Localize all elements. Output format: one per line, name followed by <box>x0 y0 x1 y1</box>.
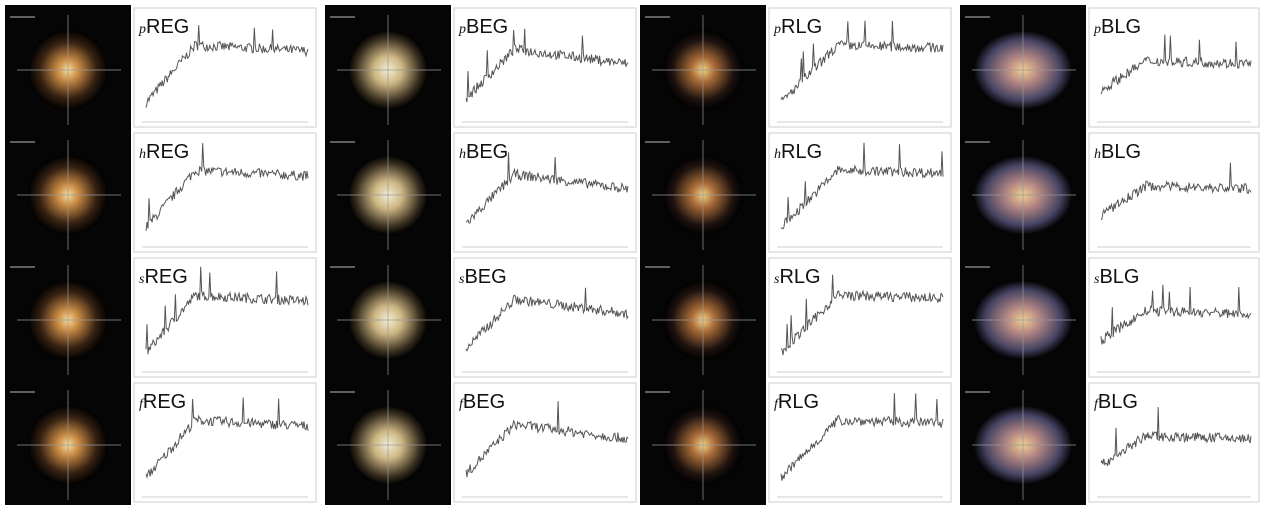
panel-prefix: f <box>139 397 145 412</box>
panel-class: REG <box>146 141 189 163</box>
spectrum <box>1100 162 1252 221</box>
spectrum-panel <box>1088 132 1260 253</box>
panel-label: sRLG <box>774 266 821 288</box>
panel-class: REG <box>143 391 186 413</box>
panel-prefix: p <box>138 22 146 37</box>
panel-class: REG <box>146 16 189 38</box>
panel-class: REG <box>144 266 187 288</box>
spectrum-panel <box>768 257 952 378</box>
spectrum <box>465 28 629 103</box>
spectrum <box>780 393 944 481</box>
spectrum-panel <box>1088 7 1260 128</box>
spectrum-panel <box>453 382 637 503</box>
panel-prefix: s <box>459 272 465 287</box>
panel-prefix: f <box>1094 397 1100 412</box>
spectrum <box>465 287 629 352</box>
spectrum-panel <box>453 132 637 253</box>
panel-label: fRLG <box>774 391 819 413</box>
spectrum <box>780 142 944 230</box>
panel-label: fBEG <box>459 391 505 413</box>
panel-label: sREG <box>139 266 188 288</box>
spectrum-panel <box>453 257 637 378</box>
panel-prefix: s <box>139 272 145 287</box>
panel-class: BEG <box>466 141 508 163</box>
panel-prefix: s <box>1094 272 1100 287</box>
panel-label: sBLG <box>1094 266 1139 288</box>
panel-class: RLG <box>781 141 822 163</box>
panel-prefix: h <box>139 147 146 162</box>
panel-class: RLG <box>781 16 822 38</box>
spectrum <box>1100 284 1252 345</box>
spectrum <box>145 25 309 108</box>
panel-label: pBEG <box>458 16 508 38</box>
panel-label: pRLG <box>773 16 822 38</box>
panel-prefix: h <box>459 147 466 162</box>
spectrum-panel <box>1088 257 1260 378</box>
panel-prefix: p <box>1093 22 1101 37</box>
panel-class: RLG <box>778 391 819 413</box>
spectrum <box>1100 407 1252 467</box>
spectrum <box>145 143 309 231</box>
panel-class: BEG <box>464 266 506 288</box>
spectrum-panel <box>768 382 952 503</box>
panel-prefix: p <box>458 22 466 37</box>
panel-prefix: f <box>459 397 465 412</box>
spectrum <box>145 397 309 479</box>
panel-class: BLG <box>1098 391 1138 413</box>
panel-label: pREG <box>138 16 189 38</box>
panel-prefix: s <box>774 272 780 287</box>
panel-label: hBLG <box>1094 141 1141 163</box>
panel-class: BLG <box>1101 16 1141 38</box>
spectrum-panel <box>133 382 317 503</box>
panel-prefix: h <box>774 147 781 162</box>
spectrum <box>780 274 944 356</box>
panel-label: hREG <box>139 141 189 163</box>
panel-label: hBEG <box>459 141 508 163</box>
spectrum-panel <box>133 132 317 253</box>
panel-class: BLG <box>1101 141 1141 163</box>
spectrum <box>1100 34 1252 95</box>
panel-label: hRLG <box>774 141 822 163</box>
panel-label: sBEG <box>459 266 507 288</box>
spectrum <box>780 20 944 101</box>
panel-prefix: f <box>774 397 780 412</box>
panel-class: BEG <box>466 16 508 38</box>
spectrum <box>465 401 629 478</box>
spectrum <box>145 266 309 355</box>
spectrum-panel <box>768 7 952 128</box>
panel-label: fBLG <box>1094 391 1138 413</box>
panel-prefix: h <box>1094 147 1101 162</box>
spectrum <box>465 152 629 224</box>
spectrum-panel <box>1088 382 1260 503</box>
spectrum-panel <box>768 132 952 253</box>
panel-prefix: p <box>773 22 781 37</box>
panel-class: BLG <box>1099 266 1139 288</box>
panel-class: BEG <box>463 391 505 413</box>
spectrum-panel <box>133 7 317 128</box>
panel-label: pBLG <box>1093 16 1141 38</box>
panel-class: RLG <box>779 266 820 288</box>
panel-label: fREG <box>139 391 186 413</box>
spectrum-panel <box>453 7 637 128</box>
